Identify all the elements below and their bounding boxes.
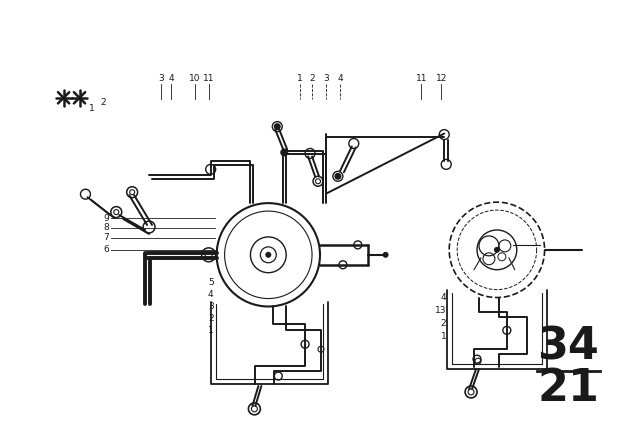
- Text: 2: 2: [440, 319, 446, 328]
- Text: 3: 3: [158, 74, 164, 83]
- Text: 1: 1: [297, 74, 303, 83]
- Text: 4: 4: [440, 293, 446, 302]
- Text: 2: 2: [100, 98, 106, 107]
- Text: 4: 4: [168, 74, 173, 83]
- Text: 10: 10: [189, 74, 200, 83]
- Circle shape: [494, 247, 500, 253]
- Text: 1: 1: [208, 326, 214, 335]
- Text: 8: 8: [104, 224, 109, 233]
- Text: 4: 4: [208, 290, 214, 299]
- Circle shape: [335, 173, 341, 180]
- Circle shape: [280, 148, 288, 156]
- Text: 34: 34: [538, 326, 600, 369]
- Text: 1: 1: [440, 332, 446, 341]
- Text: 4: 4: [337, 74, 342, 83]
- Text: 5: 5: [208, 278, 214, 287]
- Text: 3: 3: [323, 74, 329, 83]
- Circle shape: [266, 252, 271, 258]
- Circle shape: [383, 252, 388, 258]
- Text: 2: 2: [309, 74, 315, 83]
- Text: 21: 21: [538, 367, 600, 410]
- Text: 3: 3: [208, 302, 214, 311]
- Circle shape: [274, 123, 281, 130]
- Text: 13: 13: [435, 306, 446, 315]
- Text: 11: 11: [415, 74, 427, 83]
- Text: 12: 12: [436, 74, 447, 83]
- Text: 9: 9: [104, 214, 109, 223]
- Text: 6: 6: [104, 246, 109, 254]
- Text: 1: 1: [88, 104, 94, 113]
- Text: 11: 11: [203, 74, 214, 83]
- Text: 2: 2: [208, 314, 214, 323]
- Text: 7: 7: [104, 233, 109, 242]
